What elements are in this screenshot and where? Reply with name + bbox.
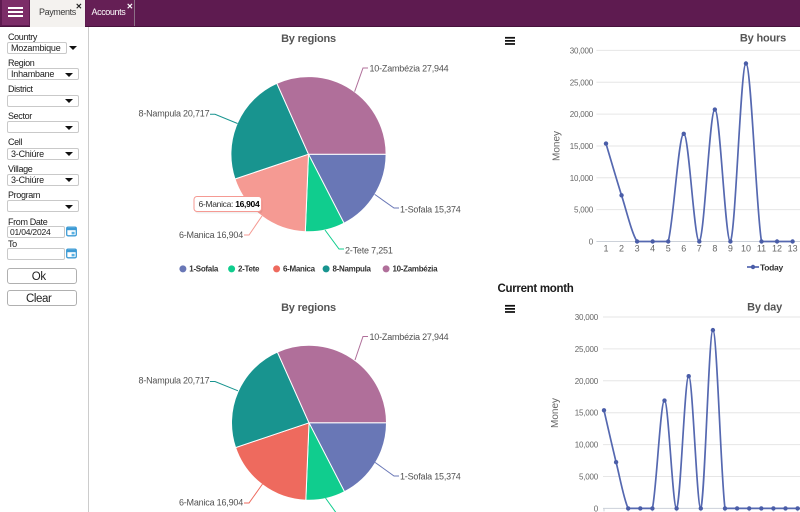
svg-text:3: 3 (635, 244, 640, 254)
svg-text:10-Zambézia 27,944: 10-Zambézia 27,944 (370, 64, 449, 74)
svg-text:10,000: 10,000 (575, 441, 599, 450)
svg-text:6-Manica 16,904: 6-Manica 16,904 (179, 498, 243, 508)
svg-text:By hours: By hours (740, 33, 786, 45)
svg-text:2-Tete: 2-Tete (238, 265, 260, 274)
svg-text:6-Manica 16,904: 6-Manica 16,904 (179, 230, 243, 240)
svg-text:0: 0 (594, 504, 599, 512)
svg-text:6-Manica: 6-Manica (283, 265, 316, 274)
svg-text:10: 10 (741, 244, 751, 254)
svg-text:By day: By day (747, 302, 783, 314)
svg-text:4: 4 (650, 244, 655, 254)
svg-text:20,000: 20,000 (570, 110, 594, 119)
svg-text:2-Tete 7,251: 2-Tete 7,251 (345, 246, 393, 256)
svg-text:Money: Money (550, 398, 561, 428)
svg-text:1-Sofala 15,374: 1-Sofala 15,374 (400, 472, 461, 482)
svg-text:8-Nampula: 8-Nampula (333, 265, 372, 274)
svg-text:8-Nampula 20,717: 8-Nampula 20,717 (139, 376, 210, 386)
svg-text:13: 13 (788, 244, 798, 254)
svg-text:5,000: 5,000 (574, 206, 594, 215)
svg-text:15,000: 15,000 (575, 409, 599, 418)
svg-text:2: 2 (619, 244, 624, 254)
svg-text:15,000: 15,000 (570, 142, 594, 151)
svg-text:11: 11 (757, 244, 766, 254)
svg-text:30,000: 30,000 (570, 46, 594, 55)
svg-text:6-Manica: 16,904: 6-Manica: 16,904 (199, 199, 260, 209)
svg-text:8: 8 (712, 244, 717, 254)
svg-text:1-Sofala: 1-Sofala (189, 265, 219, 274)
svg-text:8-Nampula 20,717: 8-Nampula 20,717 (139, 108, 210, 118)
svg-text:12: 12 (772, 244, 782, 254)
svg-text:9: 9 (728, 244, 733, 254)
svg-text:By regions: By regions (281, 33, 336, 45)
svg-text:10-Zambézia 27,944: 10-Zambézia 27,944 (370, 332, 449, 342)
svg-text:5: 5 (666, 244, 671, 254)
svg-text:Today: Today (760, 262, 783, 272)
svg-text:Money: Money (552, 131, 563, 161)
svg-text:20,000: 20,000 (575, 377, 599, 386)
svg-text:6: 6 (681, 244, 686, 254)
svg-text:0: 0 (589, 238, 594, 247)
svg-text:10,000: 10,000 (570, 174, 594, 183)
svg-text:25,000: 25,000 (575, 345, 599, 354)
svg-text:30,000: 30,000 (575, 313, 599, 322)
svg-text:7: 7 (697, 244, 702, 254)
svg-text:5,000: 5,000 (579, 473, 599, 482)
svg-text:By regions: By regions (281, 302, 336, 314)
svg-text:1-Sofala 15,374: 1-Sofala 15,374 (400, 205, 461, 215)
svg-text:10-Zambézia: 10-Zambézia (393, 265, 439, 274)
svg-text:1: 1 (603, 244, 608, 254)
svg-text:25,000: 25,000 (570, 78, 594, 87)
